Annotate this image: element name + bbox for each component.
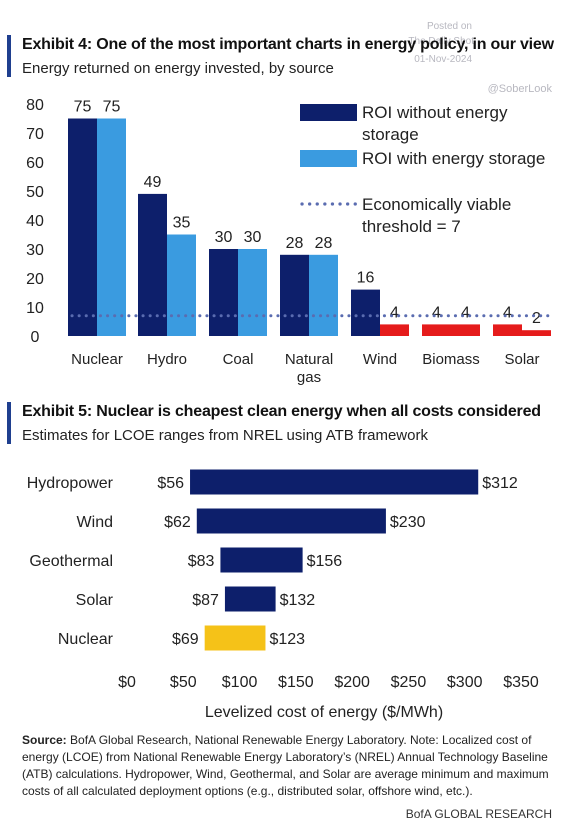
category-label: Solar (76, 592, 114, 609)
exhibit5-subtitle: Estimates for LCOE ranges from NREL usin… (22, 427, 428, 444)
range-bar-geothermal (220, 547, 303, 573)
data-label: 30 (215, 229, 233, 246)
x-axis-title: Levelized cost of energy ($/MWh) (205, 704, 443, 721)
bar-hydro-s0 (138, 193, 167, 336)
data-label: 30 (244, 229, 262, 246)
category-label: Nuclear (58, 631, 114, 648)
watermark-date: 01-Nov-2024 (414, 54, 472, 65)
legend-label: threshold = 7 (362, 217, 461, 236)
lcoe-range-chart: Hydropower $56 $312 Wind $62 $230 Geothermal $8… (27, 469, 539, 721)
y-tick-label: 30 (26, 242, 44, 259)
y-tick-label: 50 (26, 184, 44, 201)
category-label: Coal (223, 351, 254, 368)
category-label: gas (297, 369, 321, 386)
range-bar-hydropower (190, 469, 479, 495)
legend-label: ROI without energy (362, 103, 508, 122)
legend-label: Economically viable (362, 195, 511, 214)
data-label: 75 (103, 99, 121, 116)
data-label: 4 (432, 304, 441, 321)
category-label: Solar (504, 351, 539, 368)
data-label: 2 (532, 310, 541, 327)
max-label: $156 (307, 553, 343, 570)
x-tick-label: $200 (334, 674, 370, 691)
max-label: $123 (269, 631, 305, 648)
x-tick-label: $50 (170, 674, 197, 691)
bar-solar-s1 (522, 330, 551, 336)
bar-nuclear-s1 (97, 118, 126, 336)
x-tick-label: $0 (118, 674, 136, 691)
footer-credit: BofA GLOBAL RESEARCH (405, 807, 552, 821)
min-label: $56 (157, 475, 184, 492)
bar-natural-gas-s0 (280, 254, 309, 336)
min-label: $87 (192, 592, 219, 609)
bar-biomass-s0 (422, 324, 451, 336)
source-label: Source: (22, 733, 67, 747)
y-tick-label: 40 (26, 213, 44, 230)
exhibit5-accent-bar (7, 402, 11, 444)
bar-wind-s1 (380, 324, 409, 336)
bar-nuclear-s0 (68, 118, 97, 336)
min-label: $62 (164, 514, 191, 531)
x-tick-label: $300 (447, 674, 483, 691)
y-tick-label: 20 (26, 271, 44, 288)
exhibit4-subtitle: Energy returned on energy invested, by s… (22, 60, 334, 77)
range-bar-wind (196, 508, 386, 534)
min-label: $83 (188, 553, 215, 570)
watermark-posted: Posted on (426, 21, 472, 32)
data-label: 16 (357, 270, 375, 287)
watermark-handle: @SoberLook (487, 83, 552, 95)
x-tick-label: $350 (503, 674, 539, 691)
y-tick-label: 60 (26, 155, 44, 172)
range-bar-nuclear (204, 625, 266, 651)
min-label: $69 (172, 631, 199, 648)
category-label: Hydropower (27, 475, 114, 492)
category-label: Wind (77, 514, 113, 531)
watermark-site: The Daily Shot (408, 36, 474, 47)
bar-hydro-s1 (167, 234, 196, 336)
data-label: 28 (286, 235, 304, 252)
y-tick-label: 70 (26, 126, 44, 143)
data-label: 49 (144, 174, 162, 191)
legend-label: ROI with energy storage (362, 149, 545, 168)
legend-swatch-s1 (300, 150, 357, 167)
bar-coal-s1 (238, 249, 267, 336)
max-label: $132 (280, 592, 316, 609)
data-label: 4 (461, 304, 470, 321)
max-label: $230 (390, 514, 426, 531)
exhibit5-title: Exhibit 5: Nuclear is cheapest clean ene… (22, 403, 541, 420)
data-label: 28 (315, 235, 333, 252)
source-text: BofA Global Research, National Renewable… (22, 733, 549, 798)
category-label: Natural (285, 351, 333, 368)
bar-solar-s0 (493, 324, 522, 336)
bar-biomass-s1 (451, 324, 480, 336)
data-label: 4 (390, 304, 399, 321)
x-tick-label: $250 (391, 674, 427, 691)
range-bar-solar (224, 586, 276, 612)
category-label: Hydro (147, 351, 187, 368)
x-tick-label: $150 (278, 674, 314, 691)
legend-swatch-s0 (300, 104, 357, 121)
data-label: 75 (74, 99, 92, 116)
bar-coal-s0 (209, 249, 238, 336)
y-tick-label: 10 (26, 300, 44, 317)
category-label: Wind (363, 351, 397, 368)
category-label: Nuclear (71, 351, 123, 368)
category-label: Geothermal (29, 553, 113, 570)
x-tick-label: $100 (222, 674, 258, 691)
exhibit4-title: Exhibit 4: One of the most important cha… (22, 36, 554, 53)
bar-natural-gas-s1 (309, 254, 338, 336)
y-tick-label: 0 (31, 329, 40, 346)
eroi-bar-chart: 0 10 20 30 40 50 60 70 80 75 75 Nuclear 49 35 Hydro 30 3… (26, 97, 554, 386)
data-label: 4 (503, 304, 512, 321)
category-label: Biomass (422, 351, 480, 368)
exhibit4-accent-bar (7, 35, 11, 77)
legend: ROI without energy storage ROI with energy… (300, 103, 545, 236)
data-label: 35 (173, 215, 191, 232)
source-note: Source: BofA Global Research, National R… (22, 732, 552, 800)
legend-label: storage (362, 125, 419, 144)
max-label: $312 (482, 475, 518, 492)
bar-wind-s0 (351, 289, 380, 336)
y-tick-label: 80 (26, 97, 44, 114)
